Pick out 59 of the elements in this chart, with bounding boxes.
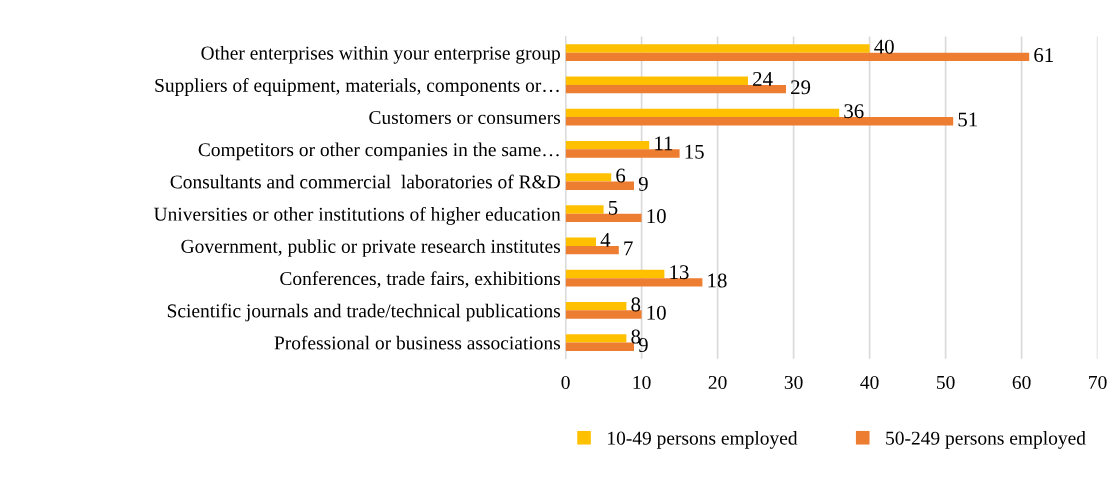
bar [565,149,680,158]
bar [565,44,870,53]
bar [565,181,634,190]
y-tick-label: Professional or business associations [274,335,561,350]
x-tick-label: 10 [633,375,651,390]
data-label: 9 [638,176,648,191]
legend-label: 50-249 persons employed [886,431,1086,449]
bar [565,76,748,85]
bar [565,117,954,126]
data-label: 6 [616,168,626,183]
bar [565,342,634,351]
y-tick-label: Suppliers of equipment, materials, components or… [155,78,559,96]
data-label: 51 [958,112,977,127]
bar [565,334,627,343]
y-tick-label: Consultants and commercial laboratories of R&D [170,174,560,189]
data-label: 13 [670,265,689,280]
bar [565,140,650,150]
data-label: 36 [844,104,864,119]
bar [565,245,619,255]
y-tick-label: Conferences, trade fairs, exhibitions [280,271,561,288]
y-tick-label: Government, public or private research institutes [181,239,561,257]
bar [565,213,642,223]
y-tick-label: Competitors or other companies in the same… [198,142,559,161]
bar [565,84,786,94]
legend-label: 10-49 persons employed [608,431,798,449]
x-tick-label: 70 [1089,375,1107,390]
bar [565,108,840,118]
y-tick-label: Other enterprises within your enterprise group [201,45,560,64]
data-label: 7 [624,241,633,256]
x-tick-label: 50 [937,375,955,390]
data-label: 29 [791,80,811,95]
bar [565,205,604,214]
x-tick-label: 30 [784,375,803,390]
bar [565,237,596,246]
data-label: 40 [874,39,894,54]
data-label: 18 [708,273,727,288]
data-label: 8 [631,297,641,312]
x-tick-label: 40 [860,375,879,390]
bar [565,269,665,279]
bar [565,310,642,319]
bar [565,278,703,287]
y-tick-label: Customers or consumers [369,110,561,125]
x-tick-label: 0 [561,375,570,390]
data-label: 5 [608,200,618,215]
data-label: 10 [647,305,666,320]
data-label: 61 [1034,48,1053,63]
bar [565,173,612,182]
bar [565,52,1030,62]
bar [565,301,627,311]
data-label: 10 [647,209,666,224]
y-tick-label: Scientific journals and trade/technical publications [167,303,561,322]
data-label: 15 [685,144,704,159]
data-label: 4 [600,233,611,247]
x-tick-label: 20 [708,375,727,390]
data-label: 11 [655,136,673,151]
data-label: 8 [631,329,641,344]
x-tick-label: 60 [1012,375,1031,390]
y-tick-label: Universities or other institutions of higher education [153,206,561,225]
data-label: 24 [753,71,773,86]
